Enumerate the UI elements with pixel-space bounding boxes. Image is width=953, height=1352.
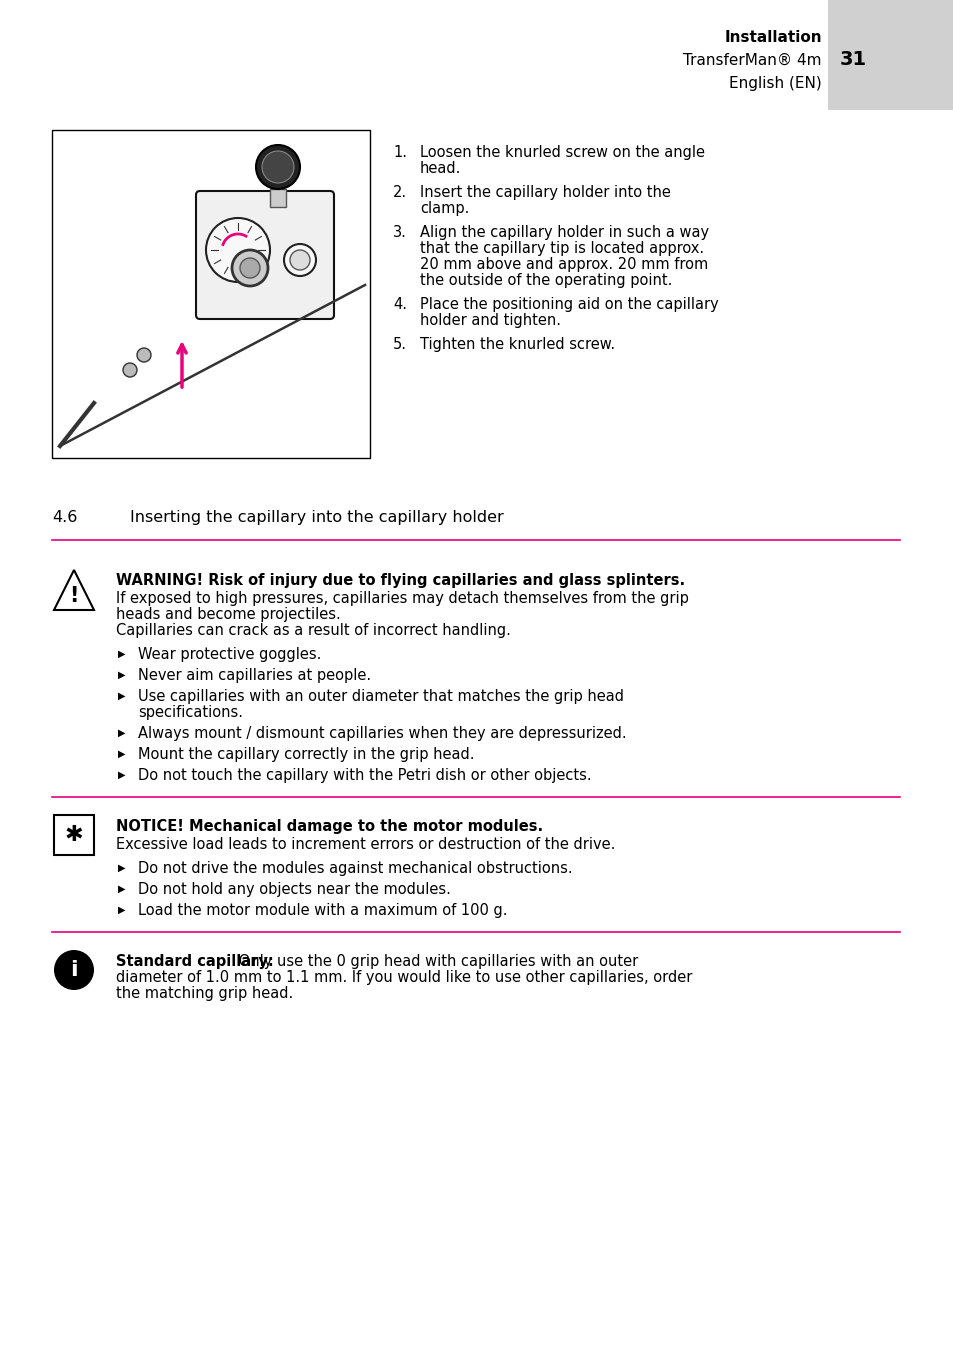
Text: heads and become projectiles.: heads and become projectiles. [116, 607, 340, 622]
Text: Do not drive the modules against mechanical obstructions.: Do not drive the modules against mechani… [138, 861, 572, 876]
Text: ▶: ▶ [118, 884, 126, 894]
Text: clamp.: clamp. [419, 201, 469, 216]
Text: 4.: 4. [393, 297, 407, 312]
Text: Loosen the knurled screw on the angle: Loosen the knurled screw on the angle [419, 145, 704, 160]
Text: ▶: ▶ [118, 727, 126, 738]
Circle shape [54, 950, 94, 990]
Text: ▶: ▶ [118, 863, 126, 873]
Text: Never aim capillaries at people.: Never aim capillaries at people. [138, 668, 371, 683]
Text: Capillaries can crack as a result of incorrect handling.: Capillaries can crack as a result of inc… [116, 623, 511, 638]
Text: ✱: ✱ [65, 825, 83, 845]
Text: Mount the capillary correctly in the grip head.: Mount the capillary correctly in the gri… [138, 748, 474, 763]
Text: ▶: ▶ [118, 749, 126, 758]
Text: i: i [71, 960, 78, 980]
Text: 3.: 3. [393, 224, 406, 241]
Text: TransferMan® 4m: TransferMan® 4m [682, 53, 821, 68]
Text: Use capillaries with an outer diameter that matches the grip head: Use capillaries with an outer diameter t… [138, 690, 623, 704]
Text: Installation: Installation [723, 30, 821, 45]
Circle shape [290, 250, 310, 270]
Text: ▶: ▶ [118, 771, 126, 780]
Text: diameter of 1.0 mm to 1.1 mm. If you would like to use other capillaries, order: diameter of 1.0 mm to 1.1 mm. If you wou… [116, 969, 692, 986]
Text: Insert the capillary holder into the: Insert the capillary holder into the [419, 185, 670, 200]
Text: !: ! [70, 585, 78, 606]
Text: ▶: ▶ [118, 904, 126, 915]
Text: 1.: 1. [393, 145, 407, 160]
Text: the outside of the operating point.: the outside of the operating point. [419, 273, 672, 288]
Bar [54, 815, 94, 854]
Circle shape [240, 258, 260, 279]
Bar [52, 130, 370, 458]
Text: Wear protective goggles.: Wear protective goggles. [138, 648, 321, 662]
Text: Tighten the knurled screw.: Tighten the knurled screw. [419, 337, 615, 352]
Text: Inserting the capillary into the capillary holder: Inserting the capillary into the capilla… [130, 510, 503, 525]
Text: Align the capillary holder in such a way: Align the capillary holder in such a way [419, 224, 708, 241]
Text: NOTICE! Mechanical damage to the motor modules.: NOTICE! Mechanical damage to the motor m… [116, 819, 542, 834]
Text: head.: head. [419, 161, 461, 176]
Text: English (EN): English (EN) [728, 76, 821, 91]
Text: ▶: ▶ [118, 671, 126, 680]
Bar [827, 0, 953, 110]
Text: Only use the 0 grip head with capillaries with an outer: Only use the 0 grip head with capillarie… [233, 955, 638, 969]
Text: specifications.: specifications. [138, 704, 243, 721]
Text: Always mount / dismount capillaries when they are depressurized.: Always mount / dismount capillaries when… [138, 726, 626, 741]
Text: Place the positioning aid on the capillary: Place the positioning aid on the capilla… [419, 297, 718, 312]
Text: holder and tighten.: holder and tighten. [419, 314, 560, 329]
Text: the matching grip head.: the matching grip head. [116, 986, 293, 1000]
Text: If exposed to high pressures, capillaries may detach themselves from the grip: If exposed to high pressures, capillarie… [116, 591, 688, 606]
Circle shape [232, 250, 268, 287]
Circle shape [137, 347, 151, 362]
Circle shape [262, 151, 294, 183]
Text: 4.6: 4.6 [52, 510, 77, 525]
Text: ▶: ▶ [118, 649, 126, 658]
Text: 2.: 2. [393, 185, 407, 200]
Text: that the capillary tip is located approx.: that the capillary tip is located approx… [419, 241, 703, 256]
Text: WARNING! Risk of injury due to flying capillaries and glass splinters.: WARNING! Risk of injury due to flying ca… [116, 573, 684, 588]
Circle shape [123, 362, 137, 377]
Text: ▶: ▶ [118, 691, 126, 700]
Bar [270, 189, 286, 207]
Circle shape [206, 218, 270, 283]
Text: Do not hold any objects near the modules.: Do not hold any objects near the modules… [138, 882, 451, 896]
Text: Do not touch the capillary with the Petri dish or other objects.: Do not touch the capillary with the Petr… [138, 768, 591, 783]
Text: Load the motor module with a maximum of 100 g.: Load the motor module with a maximum of … [138, 903, 507, 918]
Circle shape [284, 243, 315, 276]
Text: 20 mm above and approx. 20 mm from: 20 mm above and approx. 20 mm from [419, 257, 707, 272]
Polygon shape [54, 571, 94, 610]
Text: Excessive load leads to increment errors or destruction of the drive.: Excessive load leads to increment errors… [116, 837, 615, 852]
Text: Standard capillary:: Standard capillary: [116, 955, 274, 969]
Text: 31: 31 [840, 50, 866, 69]
Circle shape [255, 145, 299, 189]
Text: 5.: 5. [393, 337, 407, 352]
FancyBboxPatch shape [195, 191, 334, 319]
